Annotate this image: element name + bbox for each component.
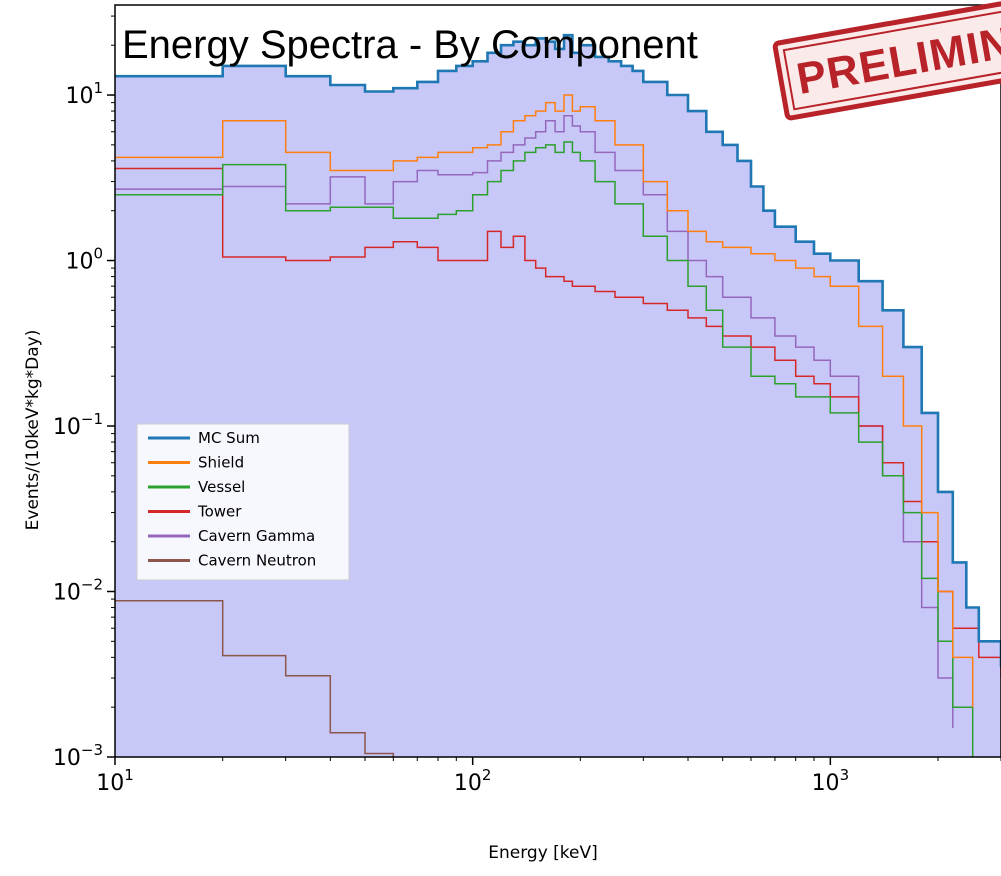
y-axis-label: Events/(10keV*kg*Day) [23, 330, 43, 531]
y-tick-label: 10−2 [53, 576, 103, 606]
y-tick-label: 10−3 [53, 741, 103, 771]
series-line-mc-sum [115, 33, 1001, 667]
preliminary-stamp: PRELIMINARY [772, 0, 1001, 121]
legend-box [136, 423, 350, 581]
series-line-shield [115, 94, 974, 708]
x-tick-label: 101 [96, 766, 134, 796]
x-axis-ticks: 101 102 103 [96, 757, 1001, 796]
legend-label: Shield [198, 454, 244, 472]
y-axis-ticks: 101 100 10−1 10−2 10−3 [53, 15, 115, 771]
y-tick-label: 101 [65, 79, 103, 109]
chart-title: Energy Spectra - By Component [122, 23, 698, 67]
legend: MC Sum Shield Vessel Tower Cavern Gamma Caver… [136, 423, 350, 581]
mc-sum-fill-area [115, 35, 1001, 757]
legend-label: MC Sum [198, 429, 260, 447]
legend-label: Tower [197, 503, 242, 521]
legend-label: Vessel [198, 478, 245, 496]
y-tick-label: 10−1 [53, 410, 103, 440]
x-axis-label: Energy [keV] [488, 843, 598, 863]
legend-label: Cavern Neutron [198, 552, 316, 570]
x-tick-label: 102 [454, 766, 492, 796]
x-tick-label: 103 [812, 766, 850, 796]
legend-label: Cavern Gamma [198, 527, 315, 545]
y-tick-label: 100 [65, 245, 103, 275]
series-line-vessel [115, 141, 974, 757]
series-line-cavern-neutron [115, 599, 395, 757]
series-line-cavern-gamma [115, 114, 954, 728]
mc-sum-fill [115, 35, 1001, 757]
series-lines [115, 33, 1001, 757]
plot-frame [114, 4, 1001, 758]
